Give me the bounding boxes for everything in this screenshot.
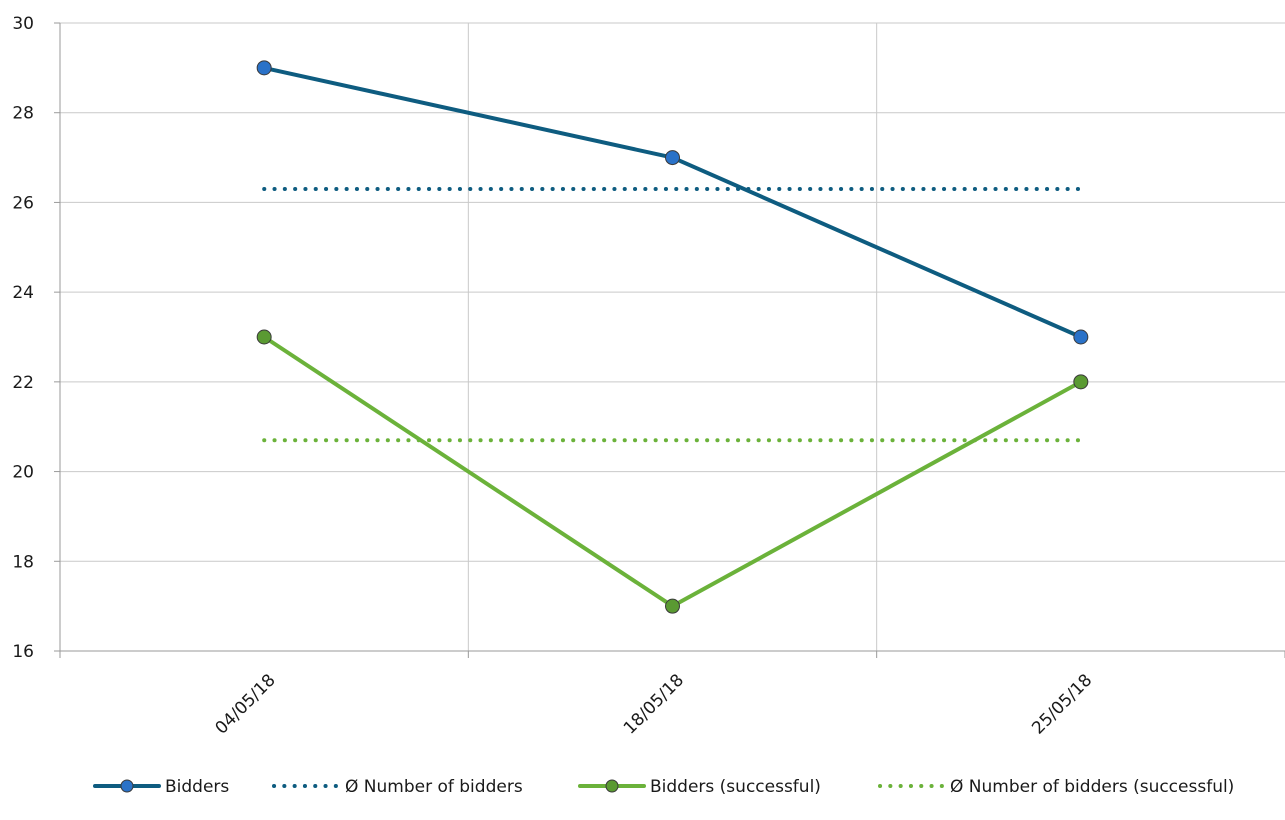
legend-item: Ø Number of bidders: [272, 777, 523, 797]
x-tick-label: 18/05/18: [620, 670, 688, 738]
legend-label: Bidders: [165, 777, 229, 797]
grid-layer: [60, 22, 1285, 651]
y-tick-label: 30: [12, 14, 34, 34]
legend-label: Ø Number of bidders: [345, 777, 523, 797]
data-point: [1073, 374, 1089, 390]
x-tick-label: 04/05/18: [212, 670, 280, 738]
y-tick-label: 24: [12, 283, 34, 303]
y-tick-label: 26: [12, 193, 34, 213]
legend-marker: [605, 779, 619, 793]
legend-marker: [120, 779, 134, 793]
y-tick-label: 18: [12, 552, 34, 572]
series-layer: [256, 60, 1089, 614]
series-0: [256, 60, 1089, 345]
data-point: [256, 329, 272, 345]
y-tick-label: 28: [12, 104, 34, 124]
legend: Bidders Ø Number of bidders Bidders (succe…: [93, 777, 1234, 797]
legend-item: Ø Number of bidders (successful): [878, 777, 1234, 797]
data-point: [1073, 329, 1089, 345]
series-2: [256, 329, 1089, 614]
x-tick-label: 25/05/18: [1028, 670, 1096, 738]
y-tick-label: 20: [12, 463, 34, 483]
axis-layer: 16 18 20 22 24 26 28 30 04/05/18 18/05/18 25/05/18: [12, 14, 1285, 739]
legend-label: Ø Number of bidders (successful): [950, 777, 1234, 797]
legend-item: Bidders: [93, 777, 229, 797]
y-tick-label: 22: [12, 373, 34, 393]
y-tick-label: 16: [12, 642, 34, 662]
legend-label: Bidders (successful): [650, 777, 821, 797]
legend-item: Bidders (successful): [578, 777, 821, 797]
data-point: [665, 150, 680, 166]
data-point: [256, 60, 272, 76]
data-point: [665, 598, 680, 614]
